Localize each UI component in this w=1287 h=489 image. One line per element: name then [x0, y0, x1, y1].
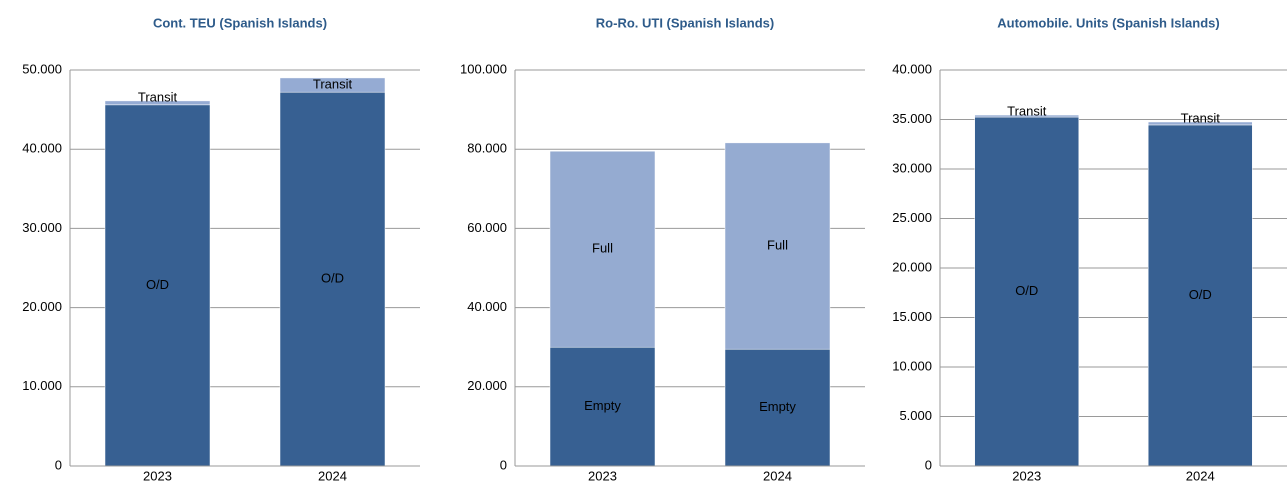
- y-tick-label: 30.000: [892, 160, 932, 175]
- y-tick-label: 5.000: [899, 408, 932, 423]
- y-tick-label: 50.000: [22, 61, 62, 76]
- x-tick-label: 2023: [588, 468, 617, 483]
- segment-label: Full: [767, 237, 788, 252]
- bar-segment: [104, 100, 211, 106]
- bar-segment: [974, 116, 1080, 467]
- y-tick-label: 10.000: [22, 378, 62, 393]
- segment-label: Transit: [1007, 103, 1047, 118]
- bar-segment: [724, 142, 831, 350]
- y-tick-label: 25.000: [892, 210, 932, 225]
- segment-label: O/D: [146, 277, 169, 292]
- y-tick-label: 20.000: [892, 259, 932, 274]
- y-tick-label: 30.000: [22, 220, 62, 235]
- segment-label: Transit: [1181, 110, 1221, 125]
- bar-segment: [974, 114, 1080, 118]
- y-tick-label: 20.000: [467, 378, 507, 393]
- y-tick-label: 40.000: [467, 299, 507, 314]
- chart-title: Ro-Ro. UTI (Spanish Islands): [596, 15, 774, 30]
- x-tick-label: 2023: [1012, 468, 1041, 483]
- bar-segment: [1147, 124, 1253, 467]
- y-tick-label: 0: [925, 457, 932, 472]
- bar-segment: [549, 150, 656, 348]
- y-tick-label: 80.000: [467, 141, 507, 156]
- segment-label: O/D: [1015, 283, 1038, 298]
- x-tick-label: 2024: [318, 468, 347, 483]
- segment-label: Transit: [313, 76, 353, 91]
- y-tick-label: 35.000: [892, 111, 932, 126]
- x-tick-label: 2024: [1186, 468, 1215, 483]
- bar-segment: [279, 91, 386, 467]
- segment-label: Empty: [584, 398, 621, 413]
- bar-segment: [1147, 121, 1253, 126]
- segment-label: Transit: [138, 89, 178, 104]
- y-tick-label: 100.000: [460, 61, 507, 76]
- x-tick-label: 2024: [763, 468, 792, 483]
- segment-label: O/D: [321, 271, 344, 286]
- segment-label: Empty: [759, 399, 796, 414]
- y-tick-label: 60.000: [467, 220, 507, 235]
- y-tick-label: 10.000: [892, 358, 932, 373]
- y-tick-label: 0: [500, 457, 507, 472]
- y-tick-label: 0: [55, 457, 62, 472]
- y-tick-label: 40.000: [892, 61, 932, 76]
- bar-segment: [724, 348, 831, 467]
- segment-label: O/D: [1189, 287, 1212, 302]
- x-tick-label: 2023: [143, 468, 172, 483]
- bar-segment: [279, 77, 386, 93]
- chart-title: Automobile. Units (Spanish Islands): [997, 15, 1219, 30]
- segment-label: Full: [592, 241, 613, 256]
- y-tick-label: 40.000: [22, 141, 62, 156]
- y-tick-label: 15.000: [892, 309, 932, 324]
- y-tick-label: 20.000: [22, 299, 62, 314]
- chart-title: Cont. TEU (Spanish Islands): [153, 15, 327, 30]
- bar-segment: [549, 346, 656, 467]
